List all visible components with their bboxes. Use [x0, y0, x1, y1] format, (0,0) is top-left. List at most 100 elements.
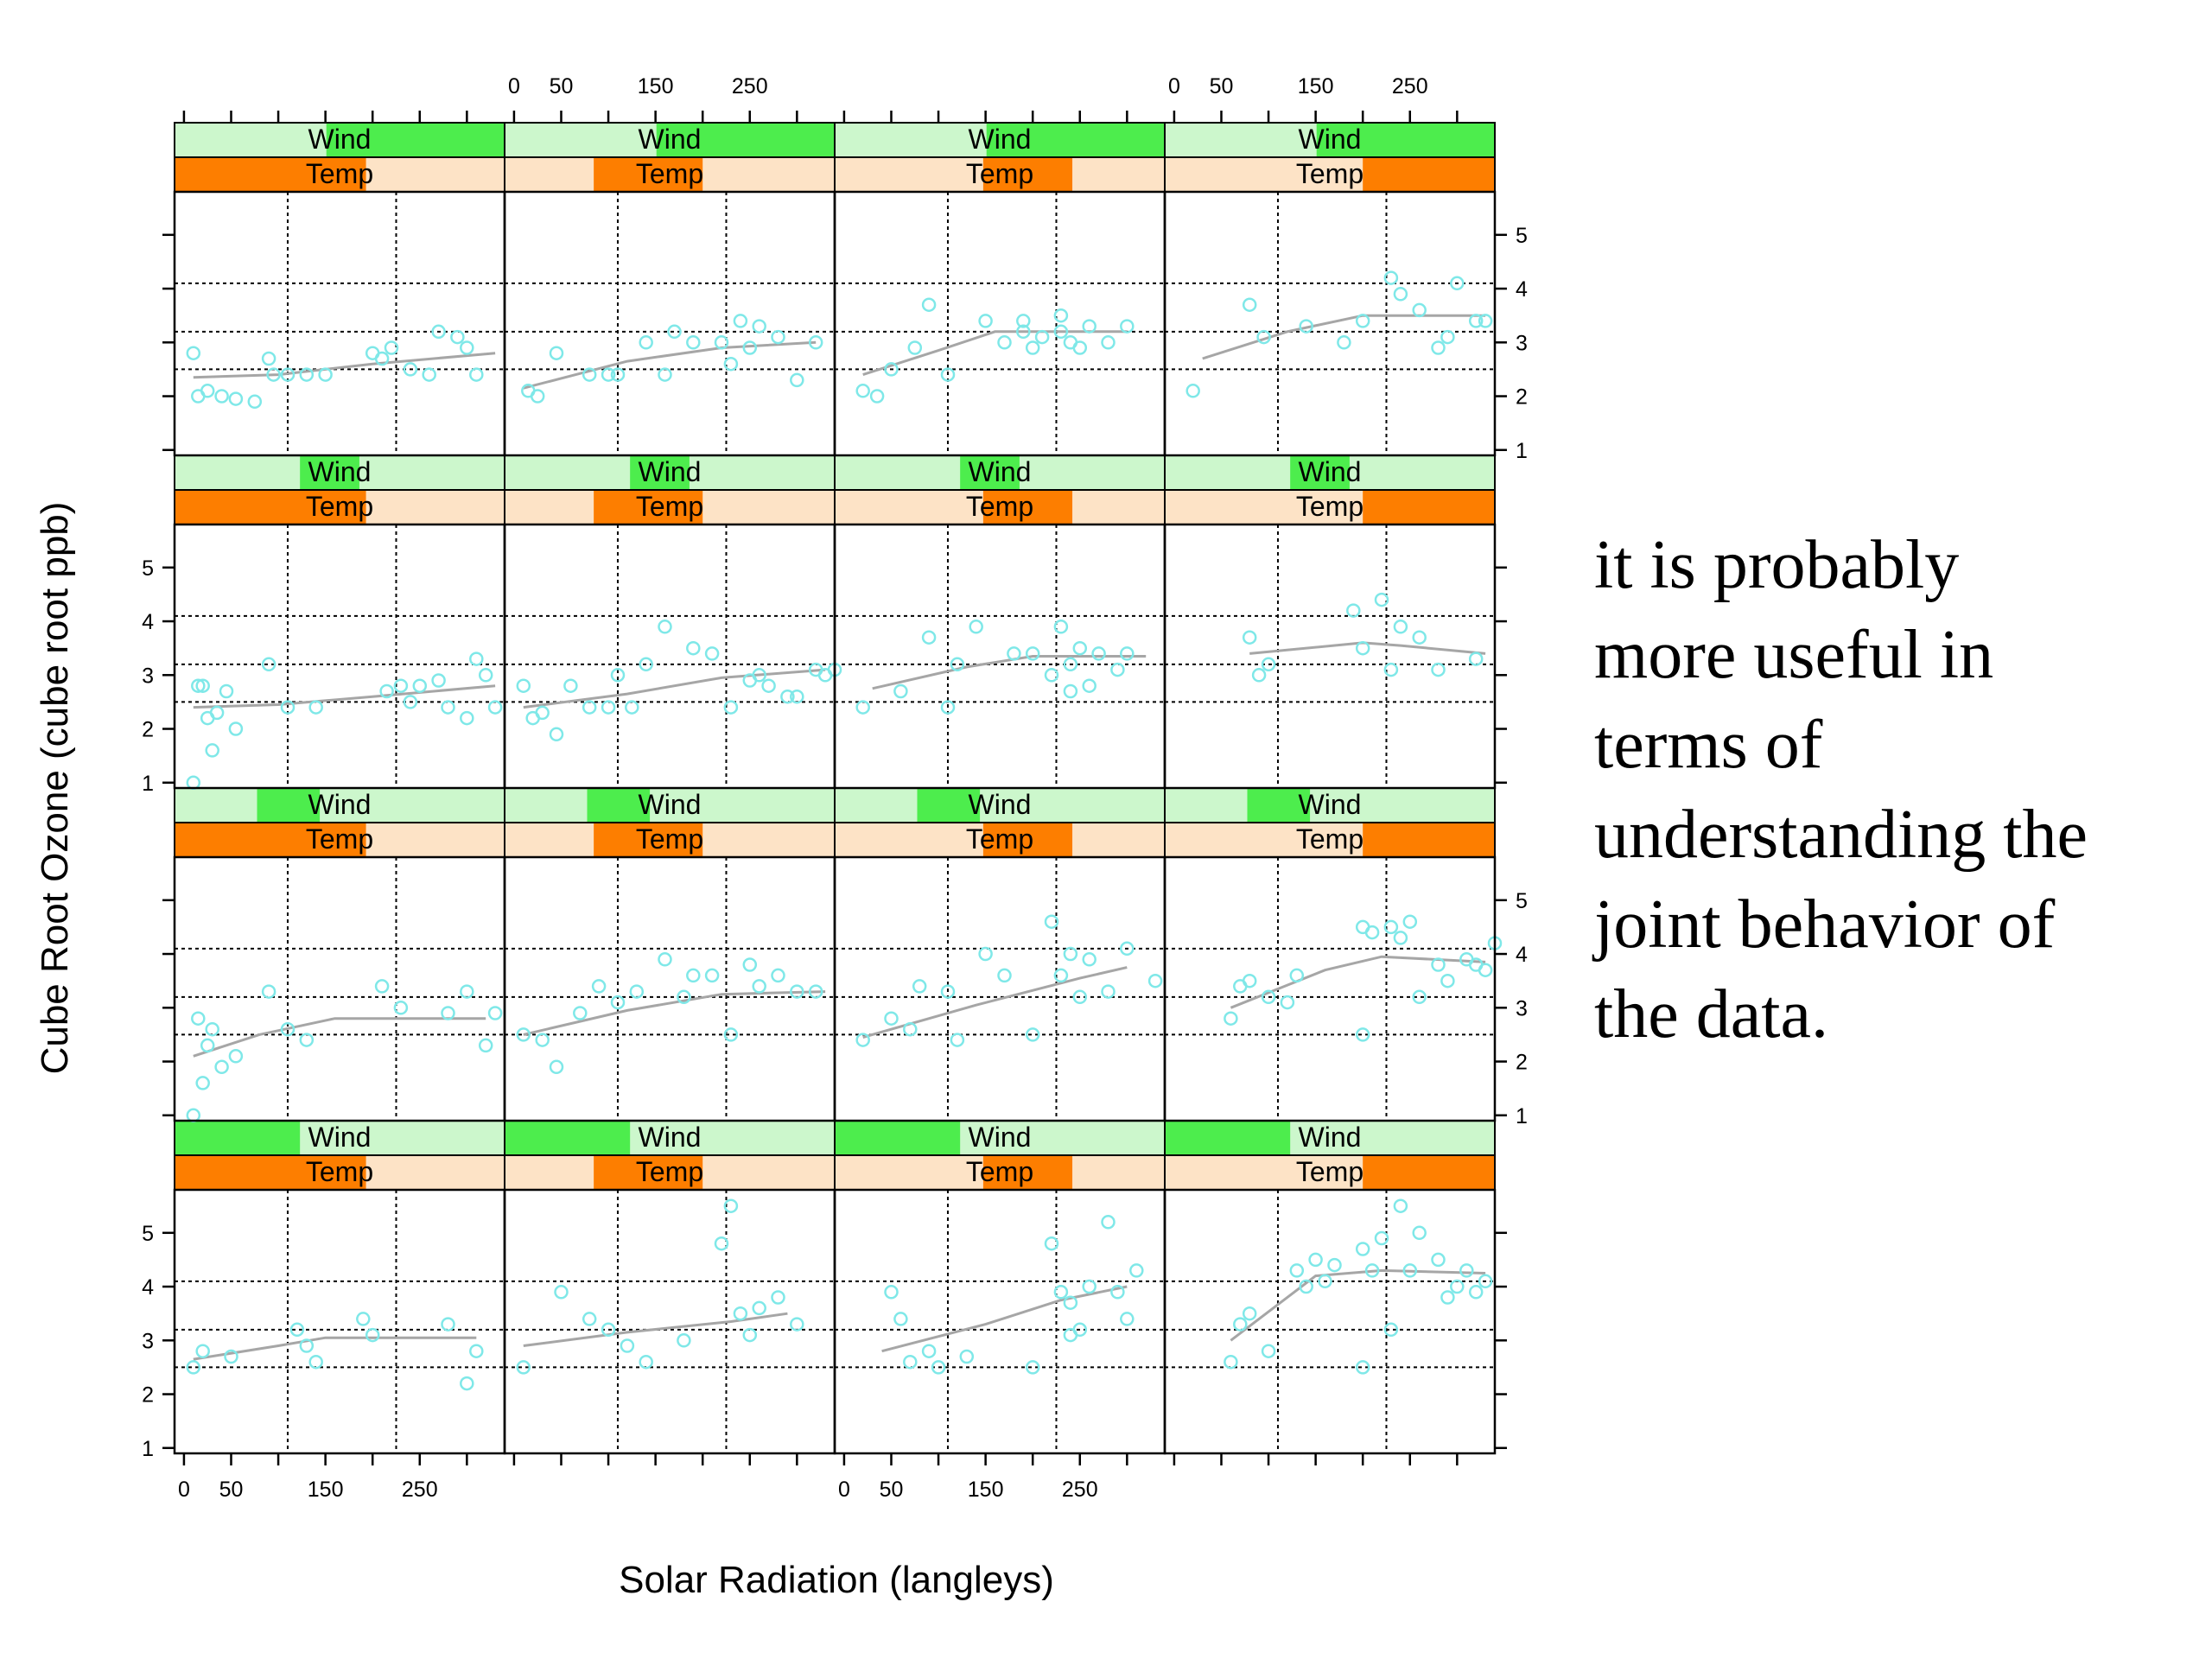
data-point [1063, 1327, 1078, 1343]
data-point [884, 362, 899, 377]
data-point [384, 340, 399, 355]
caption-line: the data. [1594, 976, 1828, 1052]
scatter-points [186, 270, 1503, 1391]
data-point [997, 968, 1012, 983]
temp-interval [1363, 1155, 1495, 1190]
wind-strip-label: Wind [639, 789, 702, 820]
temp-strip-label: Temp [966, 491, 1033, 522]
data-point [969, 620, 983, 634]
data-point [1129, 1263, 1144, 1278]
wind-strip-label: Wind [308, 124, 372, 155]
x-tick-label: 250 [1062, 1478, 1098, 1502]
data-point [903, 1021, 918, 1037]
data-point [771, 329, 785, 345]
data-point [280, 700, 296, 715]
data-point [1072, 340, 1088, 355]
panel-frame [503, 523, 836, 790]
y-tick-label: 5 [1516, 224, 1528, 248]
data-point [921, 630, 937, 645]
x-tick-label: 50 [550, 74, 574, 99]
temp-strip-label: Temp [636, 491, 703, 522]
data-point [554, 1285, 569, 1300]
wind-strip-label: Wind [639, 456, 702, 487]
data-point [186, 1108, 201, 1123]
data-point [1053, 324, 1069, 340]
wind-interval [835, 1121, 961, 1155]
y-tick-label: 1 [142, 1437, 154, 1461]
wind-strip [505, 788, 835, 823]
data-point [1185, 384, 1200, 398]
data-point [365, 1327, 380, 1343]
data-point [677, 989, 691, 1005]
panel-frame [503, 1188, 836, 1455]
data-point [940, 700, 956, 715]
data-point [1224, 1011, 1238, 1026]
smoother-line [881, 1285, 1128, 1353]
data-point [209, 705, 225, 721]
temp-interval [175, 823, 366, 857]
caption-line: understanding the [1594, 797, 2088, 873]
smoother-line [872, 655, 1147, 690]
data-point [1450, 1279, 1465, 1294]
data-point [1063, 1295, 1078, 1310]
data-point [1025, 340, 1040, 355]
data-point [1120, 319, 1135, 334]
panel-frame [173, 523, 506, 790]
data-point [478, 1038, 493, 1053]
data-point [1318, 1274, 1332, 1289]
data-point [1355, 1242, 1370, 1256]
x-tick-label: 50 [219, 1478, 244, 1502]
data-point [855, 1033, 870, 1047]
x-tick-label: 50 [1210, 74, 1234, 99]
wind-interval [505, 1121, 631, 1155]
data-point [205, 743, 219, 758]
data-point [1337, 335, 1351, 350]
data-point [950, 1033, 965, 1047]
data-point [1289, 968, 1305, 983]
wind-strip-label: Wind [969, 1122, 1032, 1153]
data-point [790, 1317, 804, 1332]
x-tick-label: 250 [402, 1478, 438, 1502]
x-tick-label: 150 [1298, 74, 1334, 99]
data-point [903, 1354, 918, 1370]
data-point [460, 984, 474, 999]
data-point [921, 297, 937, 312]
wind-interval [326, 123, 505, 157]
temp-strip-label: Temp [966, 823, 1033, 855]
data-point [1251, 668, 1267, 683]
data-point [780, 689, 795, 704]
smoother-line [862, 330, 1128, 377]
wind-strip-label: Wind [308, 1122, 372, 1153]
data-point [893, 683, 908, 699]
data-point [884, 1011, 899, 1026]
y-tick-label: 2 [142, 1383, 154, 1408]
x-tick-label: 50 [880, 1478, 904, 1502]
data-point [299, 1033, 315, 1047]
data-point [1459, 1263, 1474, 1278]
smoother-line [193, 352, 496, 379]
data-point [403, 695, 418, 709]
data-point [549, 727, 564, 742]
data-point [752, 319, 766, 334]
data-point [1355, 1027, 1370, 1042]
y-tick-label: 3 [142, 664, 154, 688]
data-point [601, 700, 616, 715]
wind-strip-label: Wind [639, 124, 702, 155]
y-tick-label: 4 [142, 1275, 154, 1300]
data-point [950, 657, 965, 672]
data-point [752, 1300, 766, 1316]
data-point [1468, 652, 1484, 666]
data-point [1101, 984, 1116, 999]
data-point [1261, 657, 1276, 672]
data-point [921, 1344, 937, 1358]
data-point [469, 1344, 484, 1358]
wind-interval [960, 455, 1020, 490]
data-point [714, 1236, 729, 1251]
data-point [1383, 1322, 1399, 1338]
panel-frame [503, 190, 836, 457]
data-point [1468, 314, 1484, 328]
data-point [1120, 646, 1135, 661]
wind-strip-label: Wind [308, 789, 372, 820]
data-point [893, 1312, 908, 1326]
data-point [601, 367, 616, 382]
